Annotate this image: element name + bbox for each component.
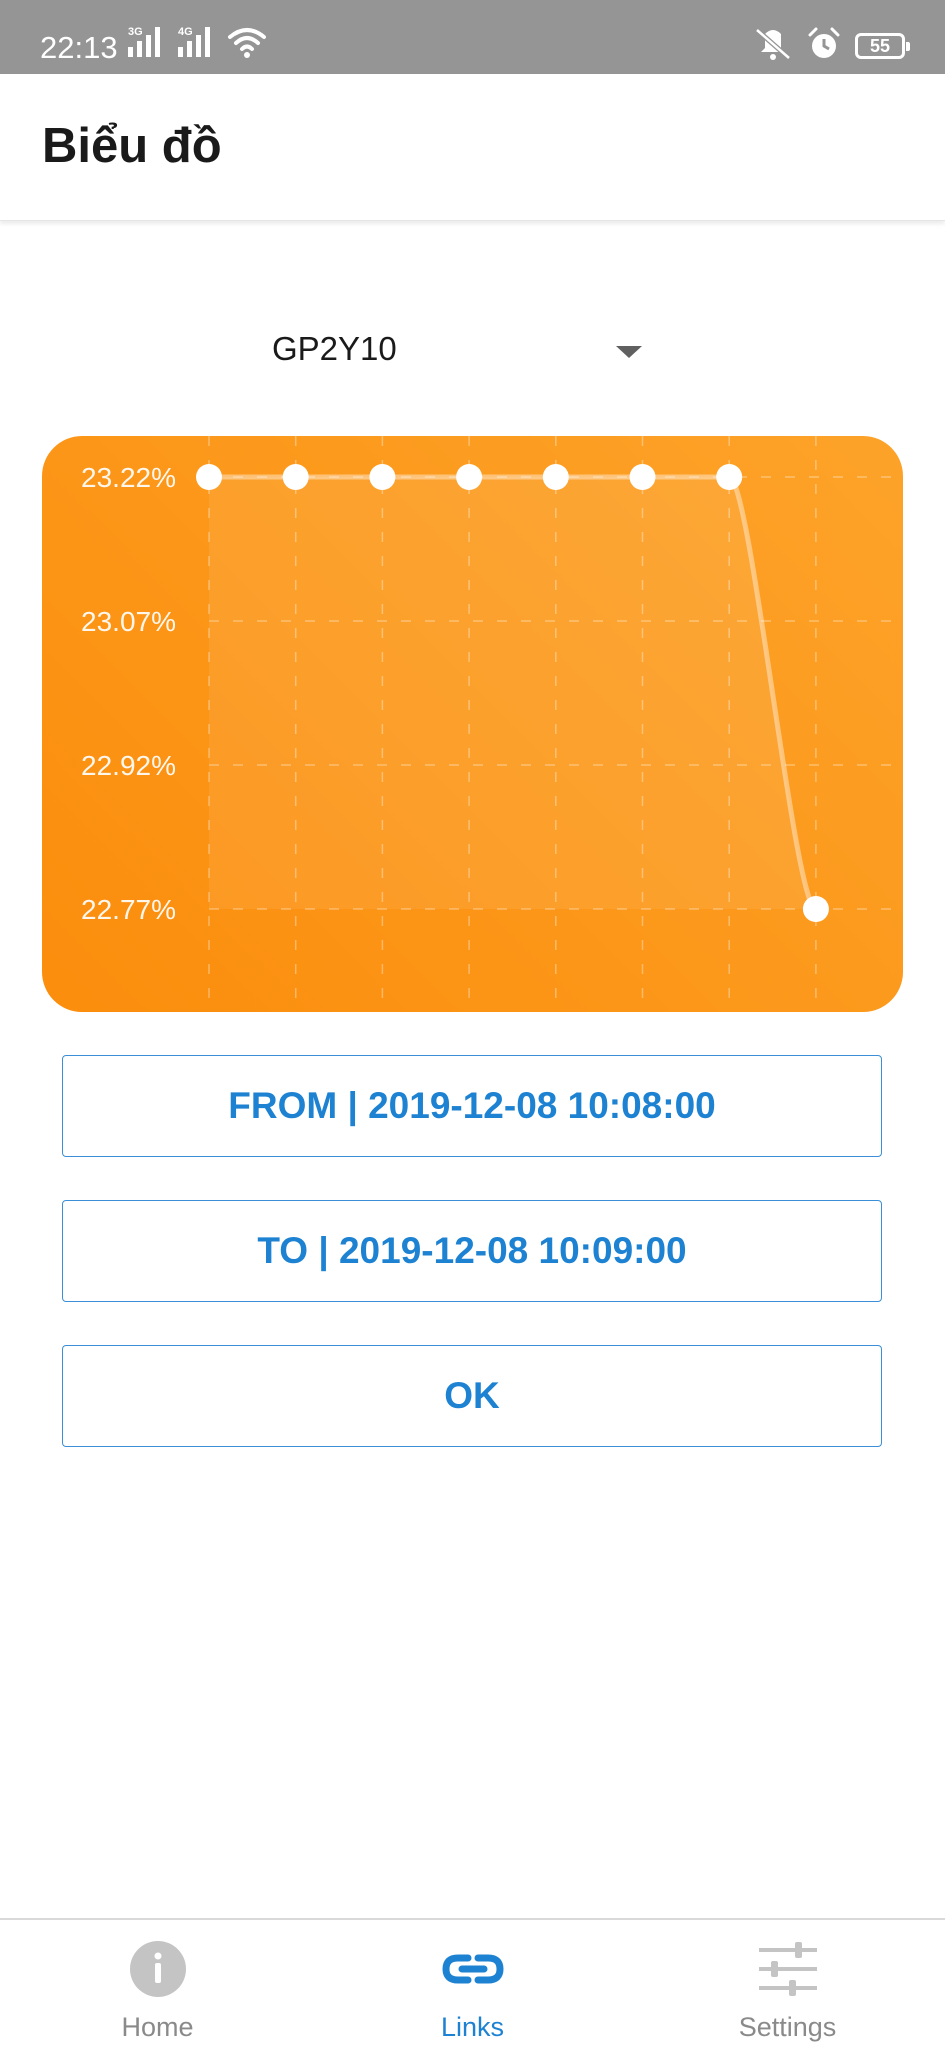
data-point — [196, 464, 222, 490]
status-time: 22:13 — [40, 30, 118, 65]
wifi-icon — [228, 27, 266, 64]
sensor-select[interactable]: GP2Y10 — [250, 318, 650, 384]
from-date-button[interactable]: FROM | 2019-12-08 10:08:00 — [62, 1055, 882, 1157]
info-icon — [127, 1938, 189, 2000]
to-date-button[interactable]: TO | 2019-12-08 10:09:00 — [62, 1200, 882, 1302]
sensor-select-value: GP2Y10 — [272, 330, 397, 367]
alarm-icon — [807, 27, 841, 66]
line-chart: 23.22% 23.07% 22.92% 22.77% — [42, 436, 903, 1012]
data-point — [282, 464, 309, 490]
signal-4g-icon: 4G — [178, 25, 222, 64]
tab-links-label: Links — [440, 2012, 505, 2042]
y-tick-label: 22.92% — [81, 750, 176, 781]
signal-3g-icon: 3G — [128, 25, 172, 64]
chevron-down-icon — [616, 346, 642, 358]
y-tick-label: 23.22% — [81, 462, 176, 493]
data-point — [802, 896, 829, 922]
data-point — [542, 464, 569, 490]
status-icons-left: 3G 4G — [128, 25, 266, 64]
series-area — [209, 477, 816, 909]
page-title: Biểu đồ — [42, 119, 222, 173]
data-point — [369, 464, 396, 490]
status-bar: 22:13 3G 4G — [0, 0, 945, 74]
tab-settings-label: Settings — [738, 2012, 837, 2042]
sliders-icon — [757, 1938, 819, 2000]
svg-text:3G: 3G — [128, 26, 143, 38]
data-point — [629, 464, 656, 490]
data-point — [456, 464, 483, 490]
svg-text:4G: 4G — [178, 26, 193, 38]
data-point — [716, 464, 743, 490]
ok-button[interactable]: OK — [62, 1345, 882, 1447]
status-icons-right: 55 — [753, 26, 910, 67]
tab-links[interactable]: Links — [315, 1920, 630, 2050]
mute-icon — [753, 26, 793, 67]
bottom-tab-bar: Home Links Settings — [0, 1918, 945, 2050]
chart-svg: 23.22% 23.07% 22.92% 22.77% — [81, 436, 897, 1012]
battery-icon: 55 — [855, 33, 910, 59]
y-tick-label: 22.77% — [81, 894, 176, 925]
y-tick-label: 23.07% — [81, 606, 176, 637]
tab-home-label: Home — [121, 2012, 194, 2042]
link-icon — [441, 1938, 504, 2000]
tab-home[interactable]: Home — [0, 1920, 315, 2050]
app-header: Biểu đồ — [0, 74, 945, 221]
tab-settings[interactable]: Settings — [630, 1920, 945, 2050]
